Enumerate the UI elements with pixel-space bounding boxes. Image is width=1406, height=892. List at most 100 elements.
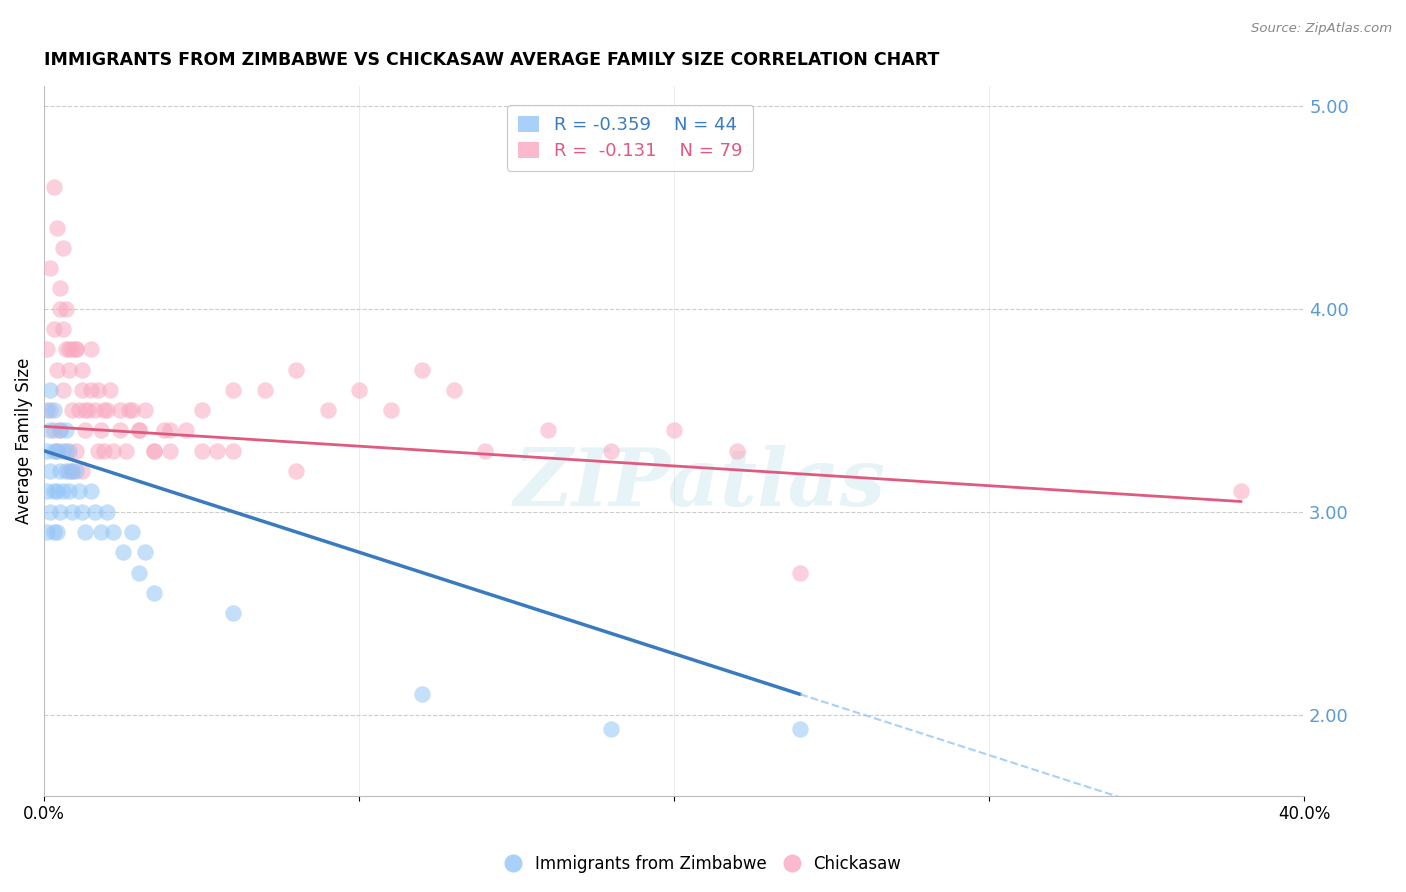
Point xyxy=(111,545,134,559)
Point xyxy=(70,362,93,376)
Point xyxy=(121,524,143,539)
Point xyxy=(80,383,103,397)
Point xyxy=(128,566,150,580)
Point xyxy=(55,301,77,316)
Point xyxy=(62,403,84,417)
Point xyxy=(39,403,62,417)
Point xyxy=(537,424,560,438)
Point xyxy=(77,403,100,417)
Point xyxy=(75,524,97,539)
Legend: Immigrants from Zimbabwe, Chickasaw: Immigrants from Zimbabwe, Chickasaw xyxy=(498,848,908,880)
Point xyxy=(103,524,125,539)
Point xyxy=(134,545,156,559)
Point xyxy=(65,343,87,357)
Point xyxy=(474,443,496,458)
Point xyxy=(143,443,166,458)
Point xyxy=(253,383,276,397)
Point xyxy=(789,722,811,736)
Point xyxy=(128,424,150,438)
Point xyxy=(42,180,65,194)
Point xyxy=(159,424,181,438)
Point xyxy=(52,241,75,255)
Point xyxy=(118,403,141,417)
Point xyxy=(285,464,308,478)
Point xyxy=(93,443,115,458)
Y-axis label: Average Family Size: Average Family Size xyxy=(15,358,32,524)
Point xyxy=(62,464,84,478)
Point xyxy=(285,362,308,376)
Point xyxy=(70,383,93,397)
Point xyxy=(62,464,84,478)
Point xyxy=(103,443,125,458)
Point xyxy=(67,403,90,417)
Point xyxy=(55,424,77,438)
Point xyxy=(37,524,59,539)
Point xyxy=(380,403,402,417)
Point xyxy=(58,343,80,357)
Point xyxy=(80,343,103,357)
Point xyxy=(65,464,87,478)
Point xyxy=(411,362,433,376)
Point xyxy=(1230,484,1253,499)
Point xyxy=(49,464,72,478)
Point xyxy=(153,424,176,438)
Point xyxy=(55,443,77,458)
Point xyxy=(42,403,65,417)
Point xyxy=(58,484,80,499)
Point xyxy=(65,343,87,357)
Point xyxy=(37,343,59,357)
Point xyxy=(62,343,84,357)
Text: ZIPatlas: ZIPatlas xyxy=(513,444,886,522)
Point xyxy=(128,424,150,438)
Point xyxy=(42,322,65,336)
Point xyxy=(411,687,433,701)
Point xyxy=(70,505,93,519)
Point xyxy=(52,322,75,336)
Point xyxy=(108,403,131,417)
Point xyxy=(45,524,67,539)
Point xyxy=(58,464,80,478)
Point xyxy=(49,424,72,438)
Point xyxy=(45,484,67,499)
Point xyxy=(222,383,245,397)
Point xyxy=(725,443,748,458)
Point xyxy=(55,343,77,357)
Point xyxy=(62,505,84,519)
Point xyxy=(39,383,62,397)
Point xyxy=(39,424,62,438)
Point xyxy=(58,443,80,458)
Point xyxy=(190,443,212,458)
Point xyxy=(39,505,62,519)
Point xyxy=(67,484,90,499)
Legend: R = -0.359    N = 44, R =  -0.131    N = 79: R = -0.359 N = 44, R = -0.131 N = 79 xyxy=(508,105,754,170)
Point xyxy=(49,281,72,295)
Point xyxy=(143,443,166,458)
Point xyxy=(316,403,339,417)
Point xyxy=(45,443,67,458)
Point xyxy=(52,443,75,458)
Point xyxy=(115,443,138,458)
Point xyxy=(37,443,59,458)
Point xyxy=(134,403,156,417)
Point xyxy=(52,383,75,397)
Point xyxy=(600,722,623,736)
Point xyxy=(45,220,67,235)
Point xyxy=(37,403,59,417)
Point xyxy=(662,424,685,438)
Point xyxy=(83,403,105,417)
Point xyxy=(49,424,72,438)
Point xyxy=(90,524,112,539)
Point xyxy=(80,484,103,499)
Point xyxy=(37,484,59,499)
Point xyxy=(443,383,465,397)
Point xyxy=(96,403,118,417)
Point xyxy=(42,443,65,458)
Point xyxy=(39,464,62,478)
Point xyxy=(65,443,87,458)
Point xyxy=(45,362,67,376)
Point xyxy=(347,383,370,397)
Point xyxy=(42,524,65,539)
Point xyxy=(174,424,197,438)
Point xyxy=(83,505,105,519)
Point xyxy=(75,403,97,417)
